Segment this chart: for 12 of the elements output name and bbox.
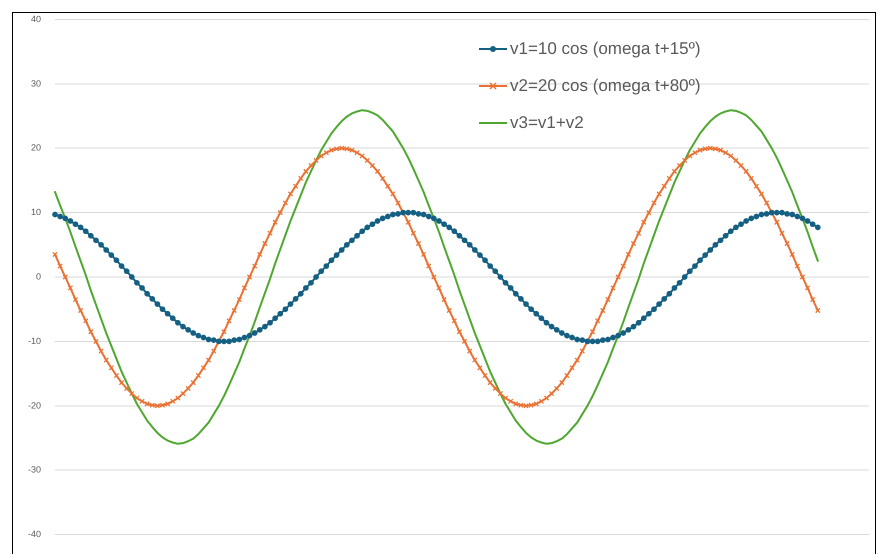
legend-label: v1=10 cos (omega t+15º): [510, 38, 700, 60]
y-tick-label: 0: [36, 271, 42, 282]
y-tick-label: 20: [30, 142, 42, 153]
y-tick-label: 10: [30, 207, 42, 218]
legend-label: v3=v1+v2: [510, 112, 584, 134]
y-tick-label: 40: [30, 14, 42, 24]
y-tick-label: -10: [28, 336, 42, 346]
y-tick-label: -30: [28, 464, 42, 475]
y-tick-label: -20: [28, 400, 42, 410]
y-tick-label: -40: [28, 529, 42, 540]
y-tick-label: 30: [30, 78, 42, 88]
legend-label: v2=20 cos (omega t+80º): [510, 75, 700, 97]
